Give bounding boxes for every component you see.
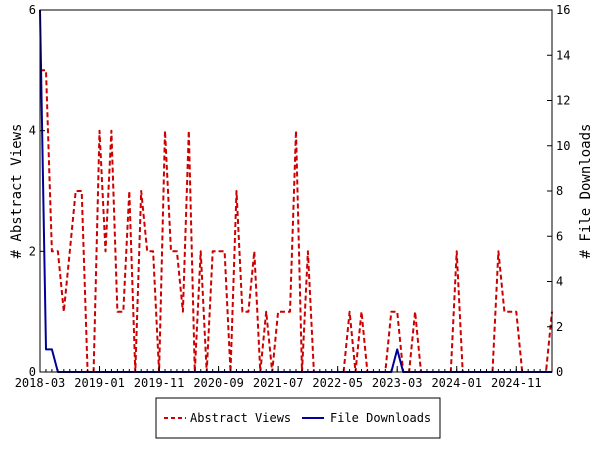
y-axis-right: 0 2 4 6 8 10 12 14 16 (547, 3, 570, 379)
y-axis-left-label: # Abstract Views (9, 124, 25, 259)
y-right-tick-label: 12 (556, 94, 570, 108)
x-tick-label: 2023-03 (372, 376, 423, 390)
y-right-tick-label: 10 (556, 139, 570, 153)
y-left-tick-label: 2 (29, 244, 36, 258)
x-tick-label: 2018-03 (15, 376, 66, 390)
y-left-tick-label: 6 (29, 3, 36, 17)
y-right-tick-label: 14 (556, 48, 570, 62)
legend-box (155, 397, 441, 439)
y-right-tick-label: 16 (556, 3, 570, 17)
y-right-tick-label: 0 (556, 365, 563, 379)
y-left-tick-label: 4 (29, 124, 36, 138)
x-axis: 2018-03 2019-01 2019-11 2020-09 2021-07 2022-… (15, 366, 553, 390)
x-tick-label: 2024-11 (491, 376, 542, 390)
legend-label-abstract-views: Abstract Views (190, 411, 291, 425)
legend: Abstract Views File Downloads (155, 397, 441, 439)
y-right-tick-label: 4 (556, 275, 563, 289)
x-tick-label: 2024-01 (431, 376, 482, 390)
y-left-tick-label: 0 (29, 365, 36, 379)
y-axis-left: 0 2 4 6 (29, 3, 45, 379)
y-right-tick-label: 6 (556, 229, 563, 243)
x-tick-label: 2020-09 (193, 376, 244, 390)
y-right-tick-label: 8 (556, 184, 563, 198)
y-axis-right-label: # File Downloads (578, 124, 594, 259)
x-tick-label: 2021-07 (253, 376, 304, 390)
legend-label-file-downloads: File Downloads (330, 411, 431, 425)
x-tick-label: 2022-05 (312, 376, 363, 390)
x-tick-label: 2019-01 (74, 376, 125, 390)
y-right-tick-label: 2 (556, 320, 563, 334)
x-tick-label: 2019-11 (134, 376, 185, 390)
